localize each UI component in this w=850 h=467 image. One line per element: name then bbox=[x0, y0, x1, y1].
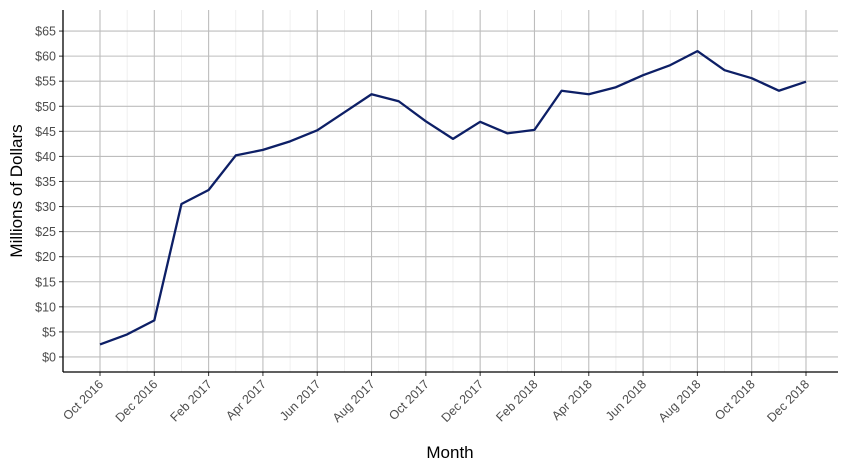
y-tick-label: $45 bbox=[35, 125, 56, 139]
data-line bbox=[99, 49, 807, 346]
x-tick-label: Oct 2018 bbox=[712, 377, 758, 423]
x-tick-label: Feb 2017 bbox=[167, 377, 214, 424]
x-tick-label: Oct 2016 bbox=[60, 377, 106, 423]
y-tick-label: $10 bbox=[35, 300, 56, 314]
y-tick-label: $20 bbox=[35, 250, 56, 264]
y-tick-label: $15 bbox=[35, 275, 56, 289]
y-tick-label: $0 bbox=[42, 350, 56, 364]
y-tick-label: $50 bbox=[35, 100, 56, 114]
y-tick-label: $60 bbox=[35, 50, 56, 64]
y-axis-title: Millions of Dollars bbox=[7, 124, 26, 257]
x-tick-label: Apr 2018 bbox=[549, 377, 595, 423]
x-tick-label: Apr 2017 bbox=[223, 377, 269, 423]
x-tick-label: Jun 2017 bbox=[277, 377, 323, 423]
x-axis-title: Month bbox=[426, 443, 473, 462]
y-tick-label: $25 bbox=[35, 225, 56, 239]
x-tick-label: Jun 2018 bbox=[603, 377, 649, 423]
x-tick-label: Aug 2018 bbox=[656, 377, 704, 425]
y-tick-label: $55 bbox=[35, 75, 56, 89]
x-tick-label: Dec 2018 bbox=[764, 377, 812, 425]
x-tick-label: Aug 2017 bbox=[330, 377, 378, 425]
y-tick-label: $5 bbox=[42, 325, 56, 339]
y-tick-label: $40 bbox=[35, 150, 56, 164]
x-tick-label: Dec 2016 bbox=[113, 377, 161, 425]
y-tick-label: $30 bbox=[35, 200, 56, 214]
y-tick-label: $35 bbox=[35, 175, 56, 189]
x-tick-label: Oct 2017 bbox=[386, 377, 432, 423]
x-tick-label: Dec 2017 bbox=[439, 377, 487, 425]
y-tick-label: $65 bbox=[35, 25, 56, 39]
x-tick-label: Feb 2018 bbox=[493, 377, 540, 424]
